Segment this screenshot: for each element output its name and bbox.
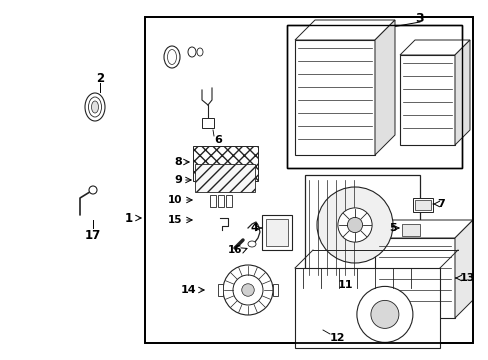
Circle shape [356,287,412,342]
Bar [145,17,472,343]
Text: 12: 12 [329,333,345,343]
Ellipse shape [88,97,102,117]
Circle shape [337,208,371,242]
Text: 14: 14 [180,285,196,295]
Text: 1: 1 [124,212,133,225]
Text: 4: 4 [250,223,258,233]
Circle shape [370,300,398,328]
Bar [294,40,374,155]
Bar [225,195,231,207]
Bar [305,175,419,280]
Circle shape [232,275,263,305]
Bar [412,198,432,212]
Bar [401,224,419,236]
Ellipse shape [247,241,256,247]
Circle shape [346,217,362,233]
Bar [374,238,454,318]
Bar [399,55,454,145]
Text: 11: 11 [337,280,352,290]
Circle shape [223,265,272,315]
Bar [272,284,278,296]
Bar [218,195,224,207]
Bar [145,17,472,343]
Polygon shape [454,220,472,318]
Bar [218,284,223,296]
Ellipse shape [91,101,98,113]
Text: 3: 3 [415,12,424,24]
Text: 2: 2 [96,72,104,85]
Circle shape [316,187,392,263]
Bar [202,118,214,128]
Bar [195,164,254,192]
Text: 13: 13 [459,273,474,283]
Text: 8: 8 [174,157,182,167]
Text: 6: 6 [214,135,222,145]
Bar [414,200,430,210]
Bar [192,145,257,180]
Bar [399,222,421,238]
Ellipse shape [197,48,203,56]
Bar [209,195,216,207]
Ellipse shape [85,93,105,121]
Text: 7: 7 [436,199,444,209]
Polygon shape [294,20,394,40]
Circle shape [241,284,254,296]
Ellipse shape [163,46,180,68]
Bar [294,268,439,348]
Ellipse shape [89,186,97,194]
Bar [262,215,291,250]
Text: 9: 9 [174,175,182,185]
Bar [265,219,287,246]
Text: 10: 10 [167,195,182,205]
Ellipse shape [167,50,176,64]
Bar [286,25,461,168]
Polygon shape [374,20,394,155]
Polygon shape [454,40,469,145]
Polygon shape [399,40,469,55]
Text: 15: 15 [167,215,182,225]
Bar [286,25,461,168]
Polygon shape [374,220,472,238]
Text: 17: 17 [85,229,101,242]
Text: 5: 5 [388,223,396,233]
Ellipse shape [187,47,196,57]
Text: 16: 16 [227,245,242,255]
